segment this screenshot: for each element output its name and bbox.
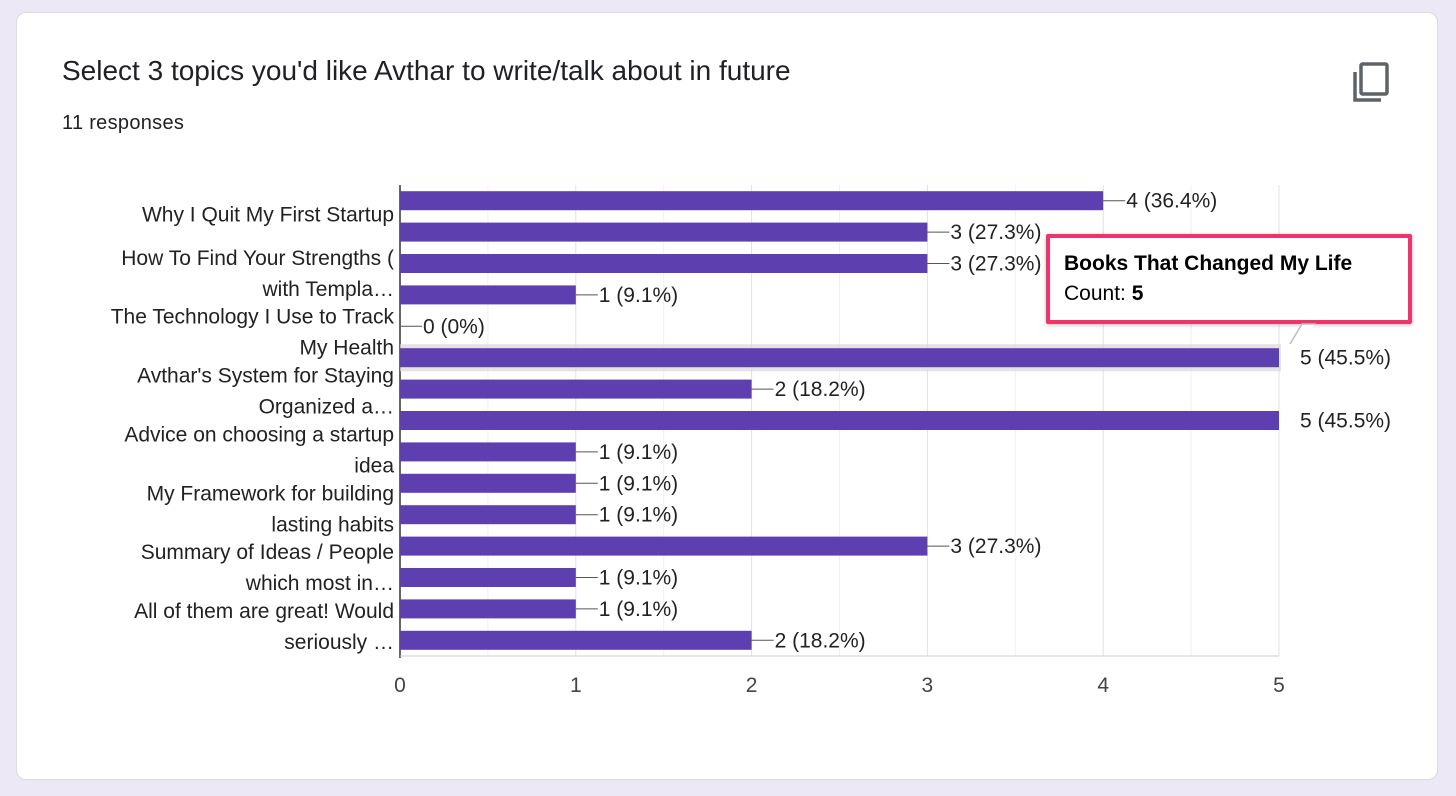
category-label: seriously …: [284, 631, 394, 654]
category-label: Advice on choosing a startup: [124, 423, 394, 446]
x-tick-label: 3: [922, 674, 934, 697]
bar: [400, 568, 576, 587]
data-label: 1 (9.1%): [599, 284, 678, 307]
copy-icon: [1353, 62, 1389, 102]
category-label: which most in…: [245, 572, 394, 595]
data-label: 1 (9.1%): [599, 441, 678, 464]
data-label: 0 (0%): [423, 315, 485, 338]
bar: [400, 191, 1104, 211]
bar: [400, 473, 576, 493]
chart-tooltip: Books That Changed My Life Count: 5: [1046, 234, 1412, 324]
category-label: Why I Quit My First Startup: [142, 203, 394, 226]
tooltip-tail: [1289, 323, 1316, 345]
category-label: The Technology I Use to Track: [111, 306, 395, 329]
bar: [400, 630, 752, 650]
x-tick-label: 4: [1097, 674, 1109, 697]
bar: [400, 599, 576, 619]
bar: [400, 222, 928, 242]
bar: [400, 379, 752, 399]
data-label: 2 (18.2%): [775, 378, 866, 401]
data-label: 3 (27.3%): [950, 535, 1041, 558]
bar: [400, 348, 1279, 368]
x-tick-label: 5: [1273, 674, 1285, 697]
tooltip-count-label: Count:: [1064, 282, 1132, 305]
data-label: 4 (36.4%): [1126, 190, 1217, 213]
data-label: 5 (45.5%): [1300, 347, 1391, 370]
tooltip-count-value: 5: [1131, 282, 1144, 305]
category-label: How To Find Your Strengths (: [121, 247, 394, 270]
category-label: with Templa…: [262, 278, 395, 301]
category-label: My Health: [299, 337, 394, 360]
response-count: 11 responses: [62, 112, 185, 134]
data-label: 3 (27.3%): [950, 253, 1041, 276]
category-label: idea: [354, 454, 394, 477]
copy-chart-button[interactable]: [1349, 60, 1393, 104]
tooltip-count: Count: 5: [1064, 282, 1394, 306]
data-label: 3 (27.3%): [950, 221, 1041, 244]
tooltip-title: Books That Changed My Life: [1064, 252, 1353, 275]
data-label: 2 (18.2%): [775, 629, 866, 652]
bar: [400, 442, 576, 462]
data-label: 1 (9.1%): [599, 504, 678, 527]
data-label: 1 (9.1%): [599, 598, 678, 621]
category-label: Summary of Ideas / People: [141, 541, 394, 564]
category-label: lasting habits: [271, 513, 394, 536]
bar: [400, 411, 1279, 430]
category-label: My Framework for building: [147, 482, 394, 505]
bar: [400, 254, 928, 273]
x-tick-label: 0: [394, 674, 406, 697]
data-label: 5 (45.5%): [1300, 410, 1391, 433]
category-label: Organized a…: [259, 396, 394, 419]
category-label: Avthar's System for Staying: [137, 365, 394, 388]
bar: [400, 505, 576, 525]
data-label: 1 (9.1%): [599, 472, 678, 495]
question-title: Select 3 topics you'd like Avthar to wri…: [62, 55, 791, 86]
data-label: 1 (9.1%): [599, 567, 678, 590]
x-tick-label: 1: [570, 674, 582, 697]
x-tick-label: 2: [746, 674, 758, 697]
bar: [400, 285, 576, 305]
bar: [400, 536, 928, 556]
category-label: All of them are great! Would: [134, 600, 394, 623]
